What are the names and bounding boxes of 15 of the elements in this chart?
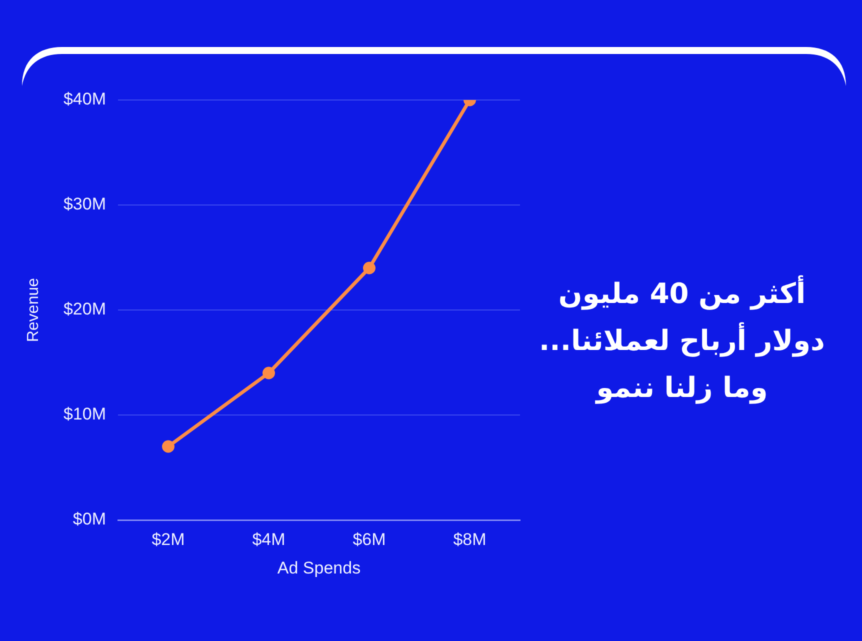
x-tick-label: $4M <box>252 530 286 549</box>
y-tick-label: $10M <box>63 404 106 424</box>
x-tick-label: $2M <box>152 530 185 549</box>
x-axis-title: Ad Spends <box>277 558 361 578</box>
point <box>363 262 376 274</box>
point <box>262 366 275 380</box>
y-tick-label: $30M <box>63 194 106 214</box>
x-tick-label: $8M <box>453 530 486 549</box>
y-tick-label: $20M <box>63 300 106 319</box>
y-axis-title: Revenue <box>25 278 42 342</box>
point <box>162 440 174 453</box>
x-tick-label: $6M <box>352 530 386 549</box>
text: أكثر من 40 مليون دولار أرباح لعملائنا... وما زلنا ننمو <box>538 274 826 406</box>
y-tick-label: $0M <box>72 510 106 529</box>
y-tick-label: $40M <box>63 90 106 109</box>
